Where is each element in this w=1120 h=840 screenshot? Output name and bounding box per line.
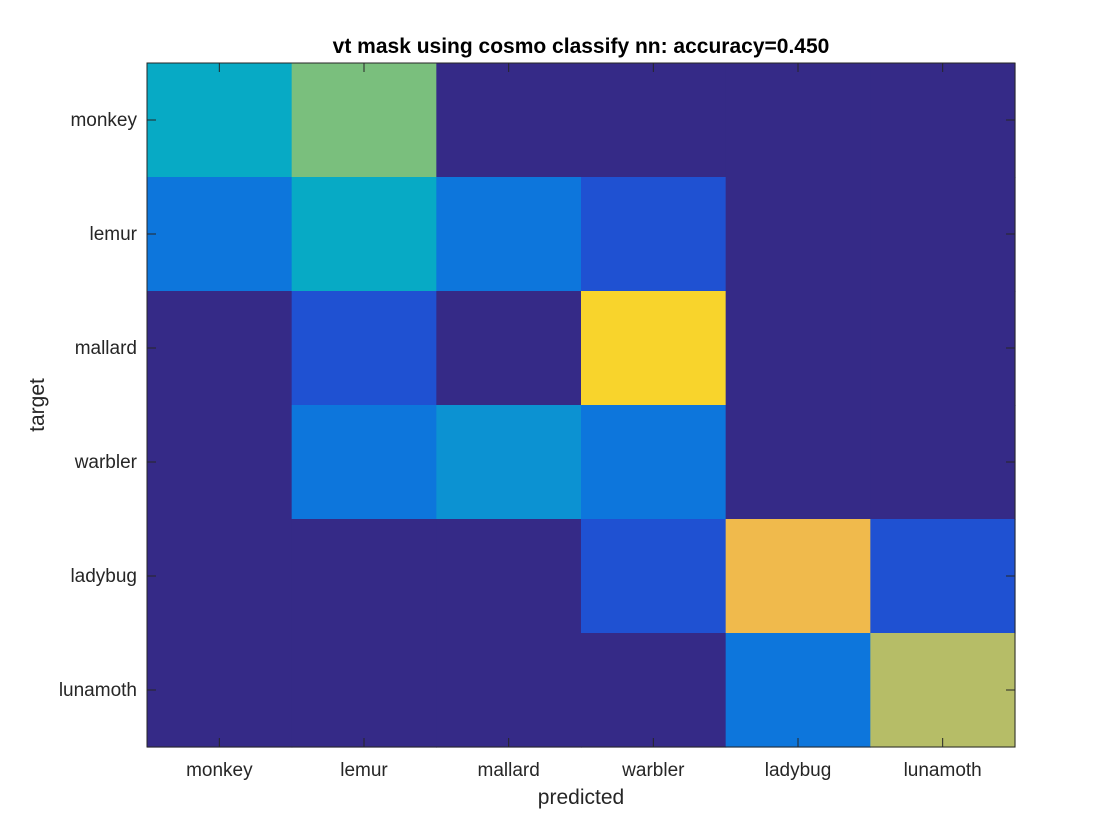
heatmap-cell-lemur-ladybug [725, 177, 871, 292]
heatmap-cell-lunamoth-monkey [147, 633, 293, 748]
heatmap-cell-warbler-lunamoth [870, 405, 1016, 520]
chart-title: vt mask using cosmo classify nn: accurac… [333, 35, 830, 58]
x-tick-label: lunamoth [904, 760, 982, 781]
heatmap-cell-warbler-monkey [147, 405, 293, 520]
heatmap-cell-lemur-warbler [581, 177, 727, 292]
y-tick-label: mallard [75, 338, 137, 359]
heatmap-cell-mallard-lunamoth [870, 291, 1016, 406]
heatmap-cell-monkey-lemur [291, 63, 437, 178]
heatmap-cell-monkey-warbler [581, 63, 727, 178]
heatmap-cell-ladybug-mallard [436, 519, 582, 634]
x-tick-label: warbler [621, 760, 685, 781]
heatmap-cell-mallard-mallard [436, 291, 582, 406]
x-tick-labels: monkey lemur mallard warbler ladybug lunamoth [186, 760, 982, 781]
x-tick-label: ladybug [765, 760, 832, 781]
plot-frame [146, 62, 1016, 748]
heatmap-cell-warbler-ladybug [725, 405, 871, 520]
heatmap-cell-warbler-mallard [436, 405, 582, 520]
heatmap-cell-lemur-mallard [436, 177, 582, 292]
heatmap-cell-ladybug-warbler [581, 519, 727, 634]
x-tick-label: lemur [340, 760, 388, 781]
heatmap-cell-lemur-monkey [147, 177, 293, 292]
heatmap-cell-warbler-lemur [291, 405, 437, 520]
x-axis-label: predicted [538, 786, 624, 809]
heatmap-cell-lunamoth-mallard [436, 633, 582, 748]
heatmap-cell-ladybug-ladybug [725, 519, 871, 634]
heatmap-cell-ladybug-lunamoth [870, 519, 1016, 634]
heatmap-cell-monkey-ladybug [725, 63, 871, 178]
y-tick-label: ladybug [70, 566, 137, 587]
heatmap-cell-monkey-monkey [147, 63, 293, 178]
heatmap-cell-ladybug-lemur [291, 519, 437, 634]
y-tick-label: warbler [74, 452, 138, 473]
y-tick-label: monkey [70, 110, 137, 131]
heatmap-cell-lunamoth-ladybug [725, 633, 871, 748]
heatmap-cell-mallard-warbler [581, 291, 727, 406]
heatmap-cell-ladybug-monkey [147, 519, 293, 634]
heatmap-cell-mallard-lemur [291, 291, 437, 406]
heatmap-cell-lemur-lemur [291, 177, 437, 292]
heatmap-cell-warbler-warbler [581, 405, 727, 520]
y-axis-label: target [26, 378, 49, 432]
heatmap-cell-monkey-lunamoth [870, 63, 1016, 178]
y-tick-label: lemur [89, 224, 137, 245]
heatmap-cell-lemur-lunamoth [870, 177, 1016, 292]
heatmap-cell-mallard-monkey [147, 291, 293, 406]
heatmap-cell-monkey-mallard [436, 63, 582, 178]
y-tick-label: lunamoth [59, 680, 137, 701]
heatmap-cell-lunamoth-lemur [291, 633, 437, 748]
y-tick-labels: monkey lemur mallard warbler ladybug lunamoth [59, 110, 138, 701]
heatmap-cell-mallard-ladybug [725, 291, 871, 406]
x-tick-label: monkey [186, 760, 253, 781]
x-tick-label: mallard [478, 760, 540, 781]
heatmap-cell-lunamoth-lunamoth [870, 633, 1016, 748]
heatmap-cells [147, 63, 1016, 748]
heatmap-cell-lunamoth-warbler [581, 633, 727, 748]
tick-marks [147, 63, 1015, 747]
